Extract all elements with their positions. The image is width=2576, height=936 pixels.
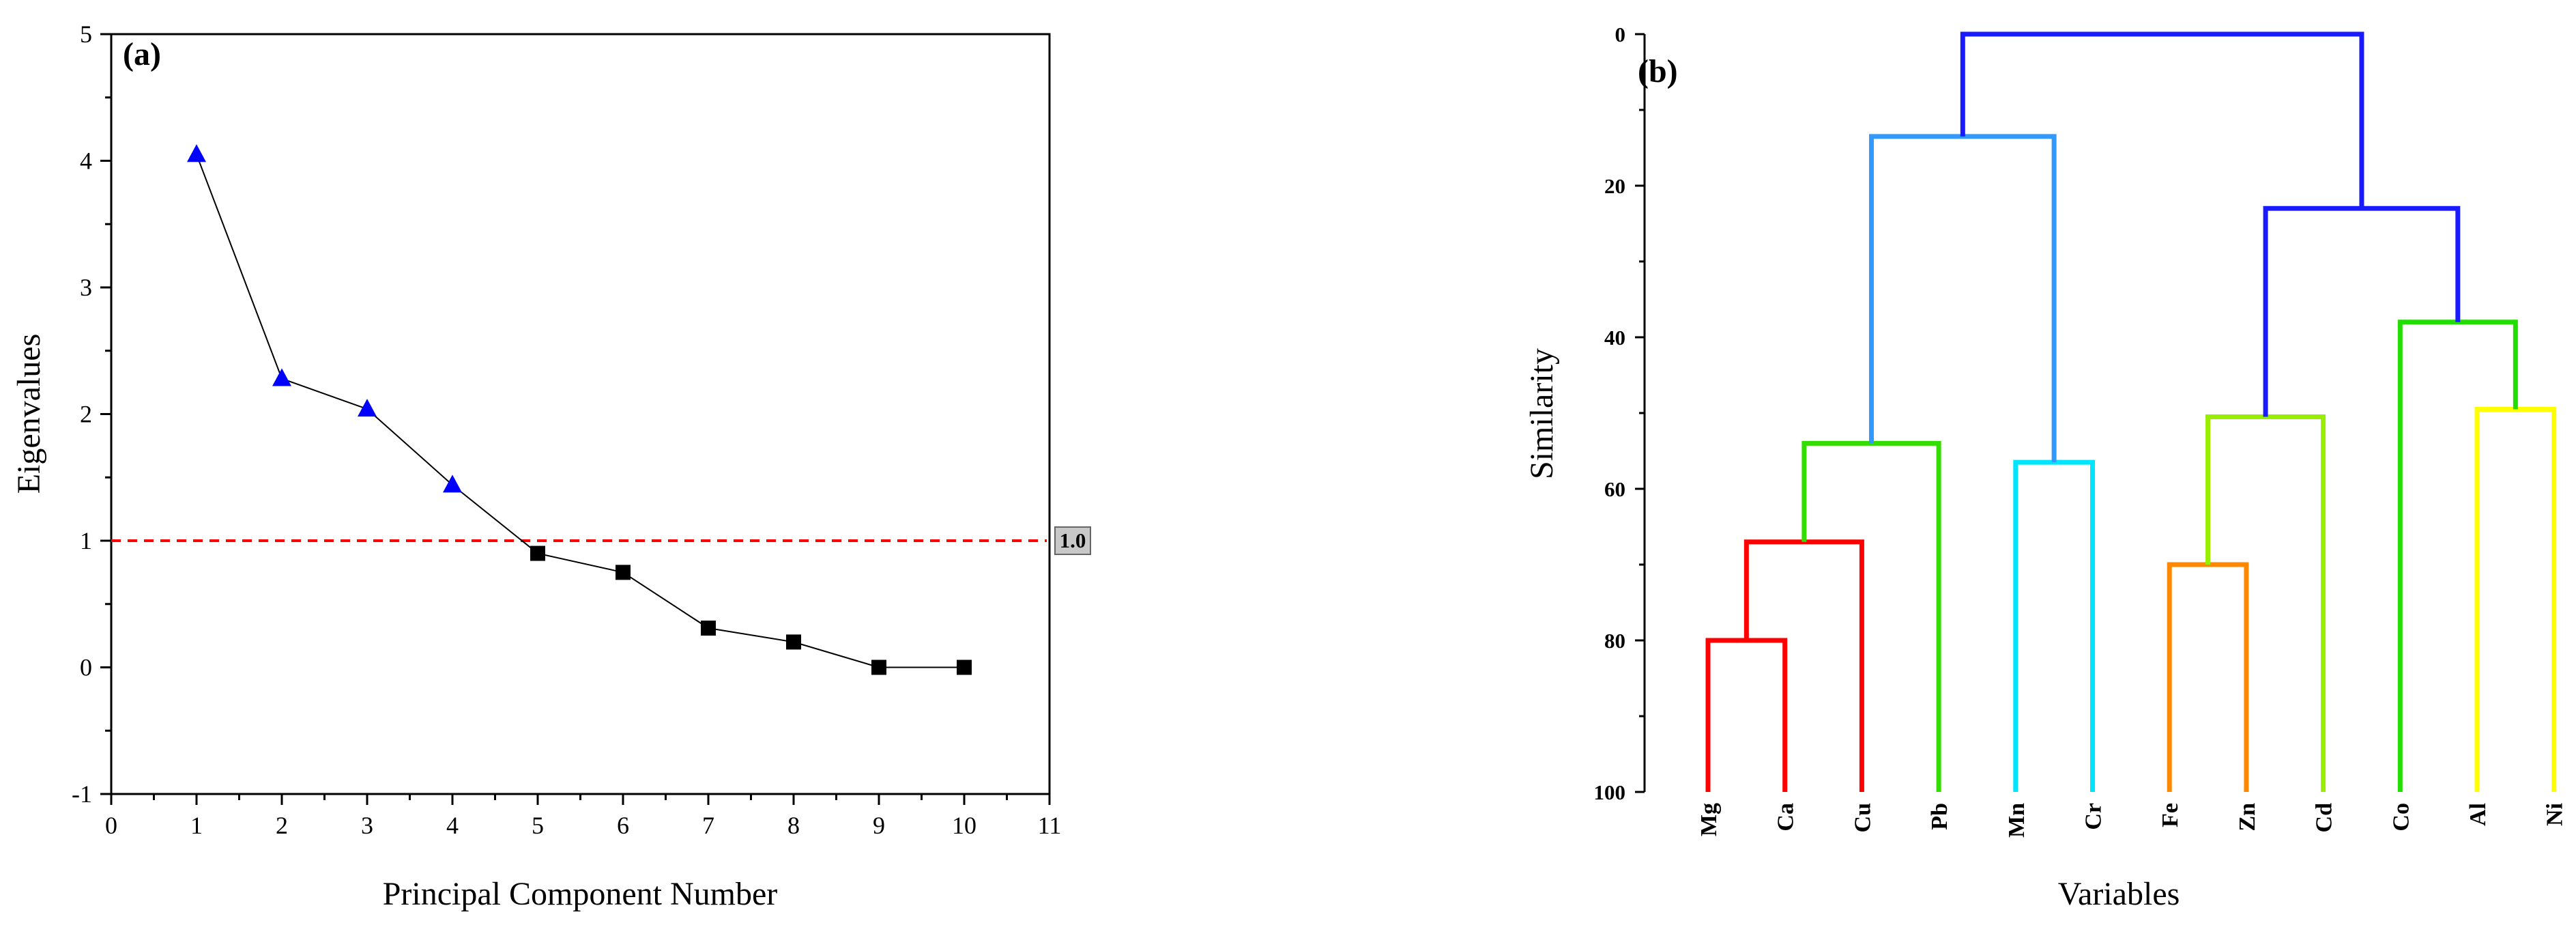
y-tick-label-a: 4 <box>80 147 92 175</box>
x-tick-label-a: 1 <box>190 812 203 839</box>
leaf-label: Cd <box>2312 803 2337 833</box>
x-axis-title-a: Principal Component Number <box>383 876 778 912</box>
data-point-triangle <box>358 399 377 417</box>
data-point-square <box>530 545 545 561</box>
leaf-label: Cu <box>1850 803 1875 832</box>
dendrogram-link <box>1705 638 1788 792</box>
series-line <box>196 154 964 668</box>
leaf-label: Al <box>2465 803 2491 826</box>
y-tick-label-a: 2 <box>80 401 92 428</box>
leaf-label: Fe <box>2158 803 2183 827</box>
x-tick-label-a: 0 <box>105 812 117 839</box>
y-axis-title-a: Eigenvalues <box>11 334 47 494</box>
leaf-label: Mn <box>2004 803 2029 838</box>
y-tick-label-b: 0 <box>1615 23 1626 46</box>
y-tick-label-a: 5 <box>80 20 92 48</box>
dendrogram: (b) Similarity Variables 0 20 40 60 80 100 Mg… <box>1524 23 2568 912</box>
leaf-label: Mg <box>1696 803 1722 836</box>
x-tick-label-a: 6 <box>617 812 629 839</box>
dendrogram-link <box>2013 459 2095 792</box>
y-tick-label-b: 40 <box>1604 326 1625 350</box>
data-point-square <box>786 634 801 650</box>
x-tick-label-a: 2 <box>276 812 288 839</box>
dendrogram-link <box>2397 320 2518 792</box>
y-axis-title-b: Similarity <box>1524 348 1560 479</box>
reference-line-label: 1.0 <box>1054 526 1091 555</box>
panel-label-a: (a) <box>123 36 161 72</box>
data-point-triangle <box>272 368 291 386</box>
dendrogram-link <box>1801 440 1941 792</box>
data-point-square <box>701 620 716 636</box>
leaf-label: Pb <box>1927 803 1952 830</box>
x-tick-label-a: 3 <box>361 812 373 839</box>
x-tick-label-a: 4 <box>446 812 459 839</box>
plot-frame-a <box>110 33 1051 795</box>
data-point-square <box>616 565 631 580</box>
y-tick-label-b: 20 <box>1604 174 1625 198</box>
leaf-label: Zn <box>2235 803 2260 832</box>
dendrogram-link <box>2474 406 2557 792</box>
data-point-triangle <box>187 144 206 162</box>
leaf-label: Cr <box>2081 803 2107 830</box>
data-point-square <box>871 660 886 675</box>
y-tick-label-a: 1 <box>80 527 92 554</box>
dendrogram-link <box>2263 205 2461 417</box>
data-point-triangle <box>443 474 462 493</box>
y-tick-label-a: 0 <box>80 654 92 681</box>
dendrogram-link <box>2167 562 2249 792</box>
x-tick-label-a: 10 <box>952 812 976 839</box>
leaf-label: Ca <box>1774 803 1799 832</box>
x-tick-label-a: 5 <box>532 812 544 839</box>
x-tick-label-a: 7 <box>702 812 714 839</box>
y-tick-label-b: 60 <box>1604 477 1625 501</box>
x-axis-title-b: Variables <box>2058 876 2180 912</box>
dendrogram-link <box>1743 539 1864 792</box>
x-tick-label-a: 11 <box>1038 812 1062 839</box>
reference-line-label-text: 1.0 <box>1060 528 1086 552</box>
dendrogram-link <box>2205 414 2326 792</box>
leaf-label: Co <box>2388 803 2414 832</box>
y-tick-label-b: 80 <box>1604 629 1625 653</box>
x-tick-label-a: 9 <box>873 812 885 839</box>
data-point-square <box>957 660 972 675</box>
y-tick-label-b: 100 <box>1594 780 1626 804</box>
x-tick-label-a: 8 <box>787 812 800 839</box>
y-tick-label-a: -1 <box>72 780 92 808</box>
scree-plot: (a) Principal Component Number Eigenvalu… <box>11 20 1091 912</box>
y-tick-label-a: 3 <box>80 274 92 301</box>
dendrogram-link <box>1960 31 2364 209</box>
dendrogram-link <box>1868 134 2057 463</box>
leaf-label: Ni <box>2543 803 2568 826</box>
panel-label-b: (b) <box>1638 53 1678 89</box>
